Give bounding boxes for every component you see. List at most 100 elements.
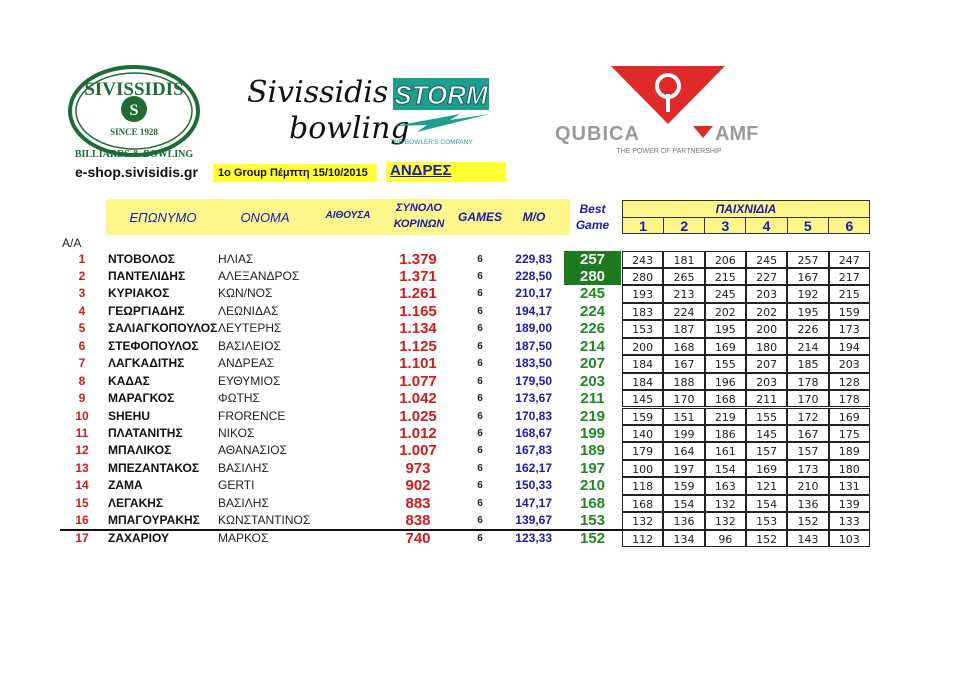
svg-text:S: S xyxy=(130,102,139,119)
rank-cell: 1 xyxy=(78,251,86,266)
game-score-cell: 140 xyxy=(622,425,664,443)
game-score-cell: 145 xyxy=(745,425,788,443)
average-cell: 229,83 xyxy=(515,251,552,266)
best-game-cell: 203 xyxy=(579,372,606,390)
average-cell: 187,50 xyxy=(515,338,552,353)
first-name-cell: GERTI xyxy=(218,478,255,493)
rank-cell: 12 xyxy=(75,443,89,458)
game-score-cell: 192 xyxy=(787,285,829,303)
game-score-cell: 152 xyxy=(787,512,829,530)
game-score-cell: 145 xyxy=(622,390,664,408)
first-name-cell: ΑΛΕΞΑΝΔΡΟΣ xyxy=(218,268,300,283)
game-score-cell: 179 xyxy=(622,442,664,460)
game-score-cell: 167 xyxy=(663,355,705,373)
surname-cell: ΠΑΝΤΕΛΙΔΗΣ xyxy=(108,268,186,283)
game-score-cell: 159 xyxy=(828,302,870,321)
game-score-cell: 257 xyxy=(787,250,829,268)
first-name-cell: ΕΥΘΥΜΙΟΣ xyxy=(218,373,281,388)
game-score-cell: 143 xyxy=(787,529,829,548)
game-score-cell: 185 xyxy=(787,355,829,373)
best-game-cell: 214 xyxy=(579,337,606,355)
rank-cell: 9 xyxy=(78,391,86,406)
svg-text:SINCE 1928: SINCE 1928 xyxy=(110,127,158,137)
game-score-cell: 214 xyxy=(787,337,829,356)
surname-cell: SHEHU xyxy=(108,408,151,423)
game-score-cell: 202 xyxy=(745,302,788,321)
game-score-cell: 155 xyxy=(745,407,788,425)
total-pins-cell: 1.101 xyxy=(399,355,437,373)
game-score-cell: 173 xyxy=(828,320,870,338)
game-score-cell: 163 xyxy=(704,477,746,495)
total-pins-cell: 1.125 xyxy=(399,337,437,355)
first-name-cell: ΚΩΝΣΤΑΝΤΙΝΟΣ xyxy=(218,513,311,528)
game-score-cell: 164 xyxy=(663,442,705,460)
games-count-cell: 6 xyxy=(477,340,483,352)
rank-cell: 2 xyxy=(78,268,86,283)
game-score-cell: 219 xyxy=(704,407,746,425)
game-score-cell: 118 xyxy=(622,477,664,495)
total-pins-cell: 1.012 xyxy=(399,425,437,442)
header-average: M/O xyxy=(522,210,546,224)
category-label-bg xyxy=(386,162,506,182)
header-hall: ΑΙΘΟΥΣΑ xyxy=(325,210,371,221)
surname-cell: ΚΑΔΑΣ xyxy=(108,373,150,388)
first-name-cell: ΚΩΝ/ΝΟΣ xyxy=(218,286,273,301)
game-score-cell: 210 xyxy=(787,477,829,495)
surname-cell: ΜΠΑΛΙΚΟΣ xyxy=(108,443,172,458)
best-game-cell: 224 xyxy=(579,302,606,320)
rank-cell: 4 xyxy=(78,303,86,318)
total-pins-cell: 1.261 xyxy=(399,285,437,303)
best-game-cell: 207 xyxy=(579,355,606,373)
game-score-cell: 132 xyxy=(704,494,746,513)
games-count-cell: 6 xyxy=(477,532,483,544)
total-pins-cell: 883 xyxy=(405,494,431,512)
total-pins-cell: 1.165 xyxy=(399,302,437,320)
average-cell: 179,50 xyxy=(515,373,552,388)
game-score-cell: 151 xyxy=(663,407,705,425)
game-score-cell: 169 xyxy=(745,459,788,478)
game-score-cell: 213 xyxy=(663,285,705,303)
total-pins-cell: 1.134 xyxy=(399,320,437,338)
total-pins-cell: 902 xyxy=(405,477,431,495)
game-score-cell: 202 xyxy=(704,302,746,321)
game-score-cell: 195 xyxy=(704,320,746,338)
average-cell: 183,50 xyxy=(515,356,552,371)
game-score-cell: 280 xyxy=(622,267,664,286)
first-name-cell: ΛΕΥΤΕΡΗΣ xyxy=(218,321,282,336)
table-row: 11 ΠΛΑΤΑΝΙΤΗΣ ΝΙΚΟΣ 1.012 6 168,67 199 140 199 18… xyxy=(0,425,960,443)
game-score-cell: 194 xyxy=(828,337,870,356)
game-score-cell: 195 xyxy=(787,302,829,321)
game-score-cell: 211 xyxy=(745,390,788,408)
header-total-line1: ΣΥΝΟΛΟ xyxy=(396,202,442,214)
table-row: 9 ΜΑΡΑΓΚΟΣ ΦΩΤΗΣ 1.042 6 173,67 211 145 170 168 21… xyxy=(0,390,960,408)
header-games: GAMES xyxy=(457,210,502,224)
rank-cell: 14 xyxy=(75,478,89,493)
surname-cell: ΜΑΡΑΓΚΟΣ xyxy=(108,391,175,406)
game-score-cell: 168 xyxy=(622,494,664,513)
games-count-cell: 6 xyxy=(477,515,483,527)
game-score-cell: 170 xyxy=(663,390,705,408)
game-score-cell: 132 xyxy=(622,512,664,530)
table-row: 16 ΜΠΑΓΟΥΡΑΚΗΣ ΚΩΝΣΤΑΝΤΙΝΟΣ 838 6 139,67 153 13… xyxy=(0,512,960,530)
games-count-cell: 6 xyxy=(477,358,483,370)
game-score-cell: 217 xyxy=(828,267,870,286)
game-score-cell: 168 xyxy=(704,390,746,408)
header-game-2: 2 xyxy=(664,218,706,234)
header-game-4: 4 xyxy=(747,218,788,234)
game-score-cell: 157 xyxy=(787,442,829,460)
first-name-cell: ΛΕΩΝΙΔΑΣ xyxy=(218,303,279,318)
svg-text:STORM: STORM xyxy=(394,80,489,110)
game-score-cell: 134 xyxy=(663,529,705,548)
game-score-cell: 167 xyxy=(787,267,829,286)
game-score-cell: 193 xyxy=(622,285,664,303)
table-row: 8 ΚΑΔΑΣ ΕΥΘΥΜΙΟΣ 1.077 6 179,50 203 184 188 196 20… xyxy=(0,372,960,391)
game-score-cell: 169 xyxy=(704,337,746,356)
svg-text:AMF: AMF xyxy=(715,123,758,145)
average-cell: 210,17 xyxy=(515,286,552,301)
header-rank: Α/Α xyxy=(62,236,82,250)
website-link[interactable]: e-shop.sivisidis.gr xyxy=(75,164,198,180)
rank-cell: 17 xyxy=(75,530,89,545)
total-pins-cell: 1.007 xyxy=(399,442,437,460)
best-game-cell: 189 xyxy=(579,442,606,460)
average-cell: 170,83 xyxy=(515,408,552,423)
